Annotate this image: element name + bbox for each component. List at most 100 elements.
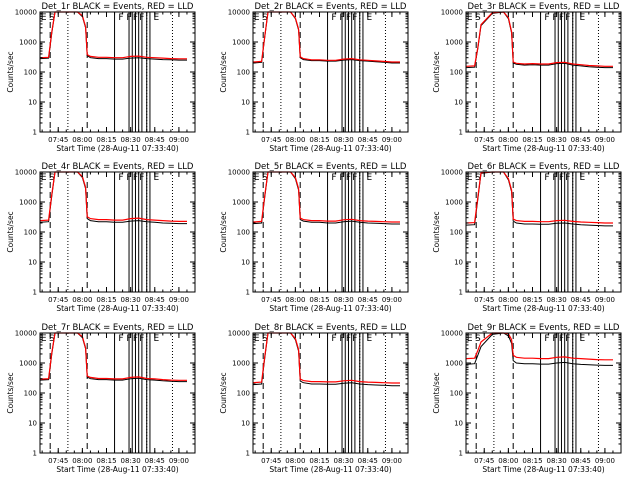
x-tick-label: 08:45 <box>358 296 378 304</box>
x-tick-label: 08:45 <box>145 457 165 465</box>
phase-annotation: F <box>133 173 138 183</box>
phase-annotation: E <box>154 173 160 183</box>
phase-annotation: F <box>565 173 570 183</box>
plot-frame <box>465 11 622 133</box>
y-tick-label: 1000 <box>232 39 250 47</box>
y-tick-label: 10 <box>241 99 250 107</box>
panel-title: Det_3r BLACK = Events, RED = LLD <box>468 2 620 12</box>
x-axis-label: Start Time (28-Aug-11 07:33:40) <box>482 304 604 313</box>
x-tick-label: 07:45 <box>474 136 494 144</box>
y-tick-label: 10000 <box>228 9 250 17</box>
events-series-line <box>466 171 613 227</box>
x-tick-label: 08:15 <box>522 296 542 304</box>
y-axis-label: Counts/sec <box>219 211 228 252</box>
y-tick-label: 10000 <box>228 330 250 338</box>
y-tick-label: 10000 <box>441 9 463 17</box>
plot-frame <box>39 11 196 133</box>
lld-series-line <box>253 11 400 63</box>
phase-annotation: S <box>262 334 268 344</box>
phase-annotation: F <box>552 173 557 183</box>
x-tick-label: 08:30 <box>121 136 141 144</box>
phase-annotation: F <box>352 13 357 23</box>
panel-title: Det_8r BLACK = Events, RED = LLD <box>255 323 407 333</box>
x-tick-label: 08:30 <box>547 296 567 304</box>
y-tick-label: 1000 <box>19 39 37 47</box>
x-tick-label: 08:00 <box>498 296 518 304</box>
x-tick-label: 08:00 <box>285 136 305 144</box>
y-tick-label: 1000 <box>445 360 463 368</box>
phase-annotation: F <box>139 13 144 23</box>
y-axis-label: Counts/sec <box>219 51 228 92</box>
events-series-line <box>40 171 187 225</box>
phase-annotation: E <box>580 173 586 183</box>
lld-series-line <box>253 332 400 384</box>
x-tick-label: 08:15 <box>309 457 329 465</box>
phase-annotation: F <box>133 334 138 344</box>
phase-annotation: F <box>559 13 564 23</box>
y-tick-label: 1 <box>33 289 37 297</box>
x-tick-label: 08:30 <box>121 296 141 304</box>
phase-annotation: F <box>346 173 351 183</box>
y-tick-label: 1 <box>246 289 250 297</box>
x-axis-label: Start Time (28-Aug-11 07:33:40) <box>56 304 178 313</box>
y-tick-label: 1 <box>33 129 37 137</box>
y-tick-label: 10 <box>454 259 463 267</box>
lld-series-line <box>253 171 400 223</box>
x-tick-label: 08:45 <box>358 457 378 465</box>
phase-annotation: E <box>367 334 373 344</box>
x-tick-label: 08:30 <box>334 296 354 304</box>
phase-annotation: F <box>118 173 123 183</box>
y-tick-label: 10 <box>28 99 37 107</box>
plot-frame <box>39 171 196 293</box>
events-series-line <box>40 11 187 61</box>
x-tick-label: 09:00 <box>595 296 615 304</box>
x-tick-label: 07:45 <box>261 136 281 144</box>
events-series-line <box>40 332 187 383</box>
x-tick-label: 08:00 <box>285 457 305 465</box>
y-tick-label: 1000 <box>445 39 463 47</box>
y-tick-label: 10000 <box>15 169 37 177</box>
phase-annotation: F <box>133 13 138 23</box>
y-tick-label: 100 <box>24 69 37 77</box>
panel-title: Det_9r BLACK = Events, RED = LLD <box>468 323 620 333</box>
phase-annotation: S <box>475 173 481 183</box>
y-tick-label: 1 <box>459 129 463 137</box>
x-axis-label: Start Time (28-Aug-11 07:33:40) <box>269 144 391 153</box>
x-tick-label: 08:45 <box>145 296 165 304</box>
panel-title: Det_5r BLACK = Events, RED = LLD <box>255 162 407 172</box>
phase-annotation: E <box>154 13 160 23</box>
x-tick-label: 09:00 <box>382 136 402 144</box>
phase-annotation: F <box>339 13 344 23</box>
x-tick-label: 08:45 <box>571 457 591 465</box>
y-axis-label: Counts/sec <box>6 372 15 413</box>
x-tick-label: 09:00 <box>595 136 615 144</box>
x-tick-label: 09:00 <box>169 296 189 304</box>
phase-annotation: F <box>118 13 123 23</box>
phase-annotation: F <box>139 173 144 183</box>
phase-annotation: F <box>352 173 357 183</box>
y-tick-label: 10 <box>454 420 463 428</box>
y-tick-label: 1000 <box>19 360 37 368</box>
events-series-line <box>466 332 613 366</box>
x-tick-label: 08:30 <box>121 457 141 465</box>
phase-annotation: F <box>126 334 131 344</box>
plot-frame <box>465 171 622 293</box>
y-axis-label: Counts/sec <box>6 51 15 92</box>
phase-annotation: F <box>552 13 557 23</box>
phase-annotation: E <box>467 173 473 183</box>
x-tick-label: 08:15 <box>522 136 542 144</box>
y-tick-label: 10 <box>28 420 37 428</box>
x-tick-label: 09:00 <box>595 457 615 465</box>
x-tick-label: 09:00 <box>169 136 189 144</box>
x-tick-label: 08:45 <box>571 296 591 304</box>
phase-annotation: F <box>118 334 123 344</box>
phase-annotation: F <box>139 334 144 344</box>
x-tick-label: 08:15 <box>309 296 329 304</box>
y-tick-label: 1000 <box>445 199 463 207</box>
events-series-line <box>253 171 400 225</box>
y-tick-label: 100 <box>237 69 250 77</box>
phase-annotation: F <box>559 173 564 183</box>
x-tick-label: 08:15 <box>522 457 542 465</box>
y-tick-label: 100 <box>450 390 463 398</box>
